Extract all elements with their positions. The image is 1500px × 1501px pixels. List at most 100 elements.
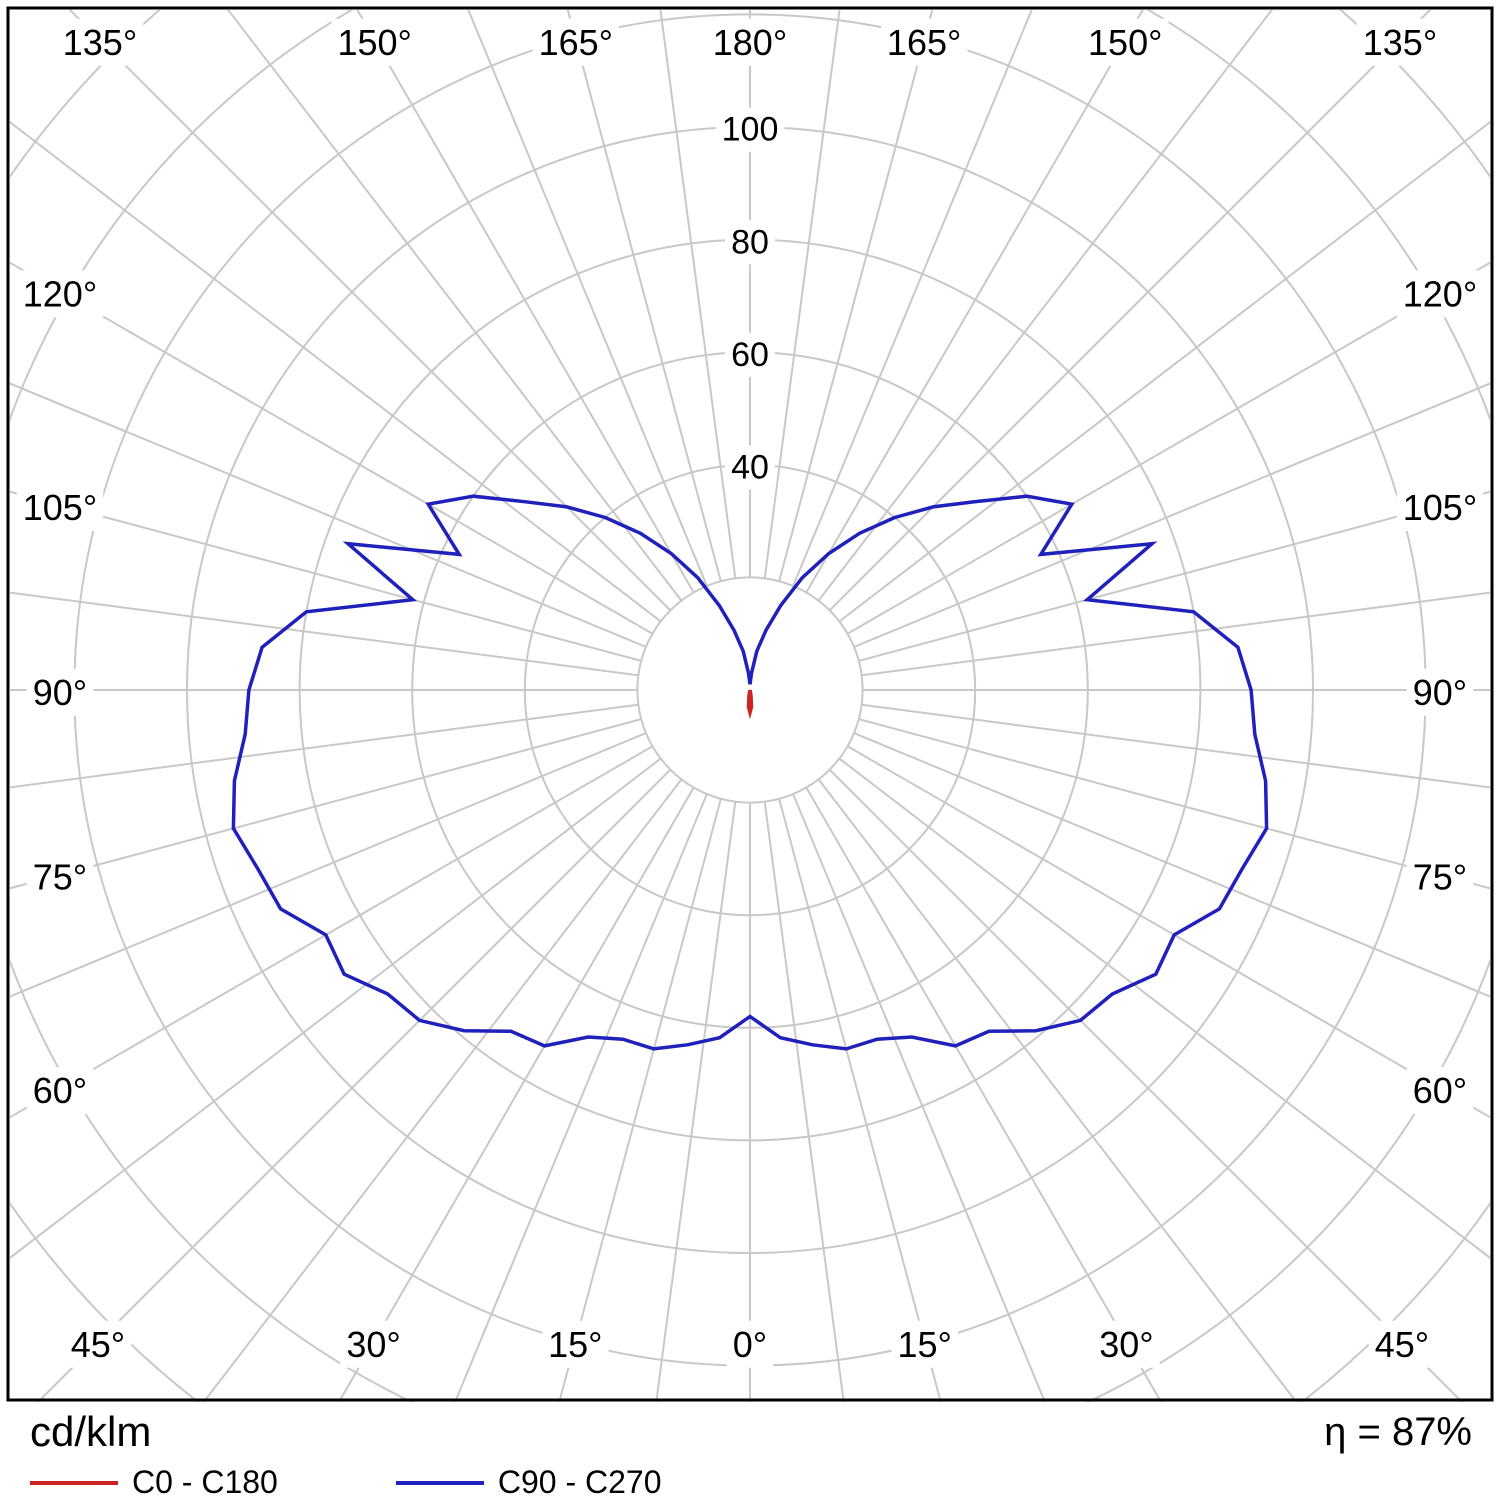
angle-label-150: 150° bbox=[331, 18, 418, 66]
grid-spoke bbox=[861, 703, 1490, 789]
svg-text:45°: 45° bbox=[1375, 1324, 1429, 1365]
angle-label-30: 30° bbox=[340, 1320, 407, 1368]
grid-spoke bbox=[10, 120, 662, 623]
grid-spoke bbox=[763, 10, 841, 579]
grid-spoke bbox=[10, 591, 639, 677]
svg-text:75°: 75° bbox=[1413, 857, 1467, 898]
grid-spoke bbox=[356, 10, 695, 593]
grid-spoke bbox=[566, 10, 722, 582]
angle-label-75: 75° bbox=[1406, 853, 1474, 901]
polar-chart-svg: 0° 15° 15° 30° 30° 45° 45° 60° 60° 75° 75° 90° 90° 10… bbox=[6, 6, 1494, 1402]
svg-text:30°: 30° bbox=[1099, 1324, 1153, 1365]
angle-label-165: 165° bbox=[880, 18, 968, 66]
grid-spoke bbox=[805, 787, 1163, 1402]
angle-label-15: 15° bbox=[542, 1320, 609, 1368]
svg-text:120°: 120° bbox=[1403, 273, 1477, 314]
grid-spoke bbox=[10, 718, 642, 890]
grid-spoke bbox=[10, 261, 653, 635]
grid-spoke bbox=[805, 10, 1144, 593]
svg-text:75°: 75° bbox=[33, 857, 87, 898]
radial-tick-80: 80 bbox=[725, 220, 775, 265]
svg-text:0°: 0° bbox=[733, 1324, 767, 1365]
legend-line-c0-icon bbox=[30, 1480, 118, 1485]
svg-text:135°: 135° bbox=[63, 22, 137, 63]
angle-label-120: 120° bbox=[16, 270, 104, 318]
svg-text:80: 80 bbox=[731, 223, 769, 261]
angle-label-180: 180° bbox=[706, 18, 794, 66]
grid-spoke bbox=[337, 787, 695, 1402]
grid-spoke bbox=[858, 718, 1490, 890]
angle-label-135: 135° bbox=[56, 18, 144, 66]
angle-label-90: 90° bbox=[26, 668, 94, 716]
angle-label-0: 0° bbox=[726, 1320, 774, 1368]
angle-label-90: 90° bbox=[1406, 668, 1474, 716]
svg-text:60°: 60° bbox=[33, 1070, 87, 1111]
grid-spoke bbox=[838, 120, 1490, 623]
legend-label-c90: C90 - C270 bbox=[497, 1464, 662, 1500]
svg-text:165°: 165° bbox=[887, 22, 961, 63]
svg-text:45°: 45° bbox=[71, 1324, 125, 1365]
grid-spoke bbox=[792, 793, 1047, 1402]
grid-spoke bbox=[226, 10, 683, 602]
grid-spoke bbox=[10, 703, 639, 789]
grid-spoke bbox=[858, 490, 1490, 662]
angle-label-15: 15° bbox=[891, 1320, 958, 1368]
grid-spoke bbox=[10, 757, 662, 1260]
grid-spoke bbox=[202, 778, 683, 1402]
grid-spoke bbox=[10, 732, 647, 998]
legend-label-c0: C0 - C180 bbox=[132, 1464, 278, 1500]
svg-text:60°: 60° bbox=[1413, 1070, 1467, 1111]
angle-label-60: 60° bbox=[26, 1067, 94, 1115]
angle-label-120: 120° bbox=[1396, 270, 1484, 318]
grid-spoke bbox=[847, 745, 1490, 1119]
legend: C0 - C180 C90 - C270 bbox=[30, 1464, 661, 1501]
svg-text:105°: 105° bbox=[1403, 487, 1477, 528]
svg-text:15°: 15° bbox=[897, 1324, 951, 1365]
grid-spoke bbox=[853, 732, 1490, 998]
grid-spoke bbox=[847, 261, 1490, 635]
svg-text:100: 100 bbox=[722, 111, 779, 149]
svg-text:150°: 150° bbox=[337, 22, 411, 63]
angle-label-135: 135° bbox=[1356, 18, 1444, 66]
svg-text:60: 60 bbox=[731, 336, 769, 374]
svg-text:40: 40 bbox=[731, 448, 769, 486]
chart-footer: cd/klm η = 87% C0 - C180 C90 - C270 bbox=[0, 1406, 1500, 1500]
angle-label-105: 105° bbox=[16, 483, 104, 531]
grid-spoke bbox=[763, 801, 845, 1402]
radial-tick-60: 60 bbox=[725, 332, 775, 377]
svg-text:90°: 90° bbox=[1413, 672, 1467, 713]
svg-text:165°: 165° bbox=[539, 22, 613, 63]
svg-text:30°: 30° bbox=[346, 1324, 400, 1365]
angle-label-75: 75° bbox=[26, 853, 94, 901]
angle-label-60: 60° bbox=[1406, 1067, 1474, 1115]
radial-tick-100: 100 bbox=[715, 107, 785, 152]
angle-label-150: 150° bbox=[1082, 18, 1169, 66]
svg-text:90°: 90° bbox=[33, 672, 87, 713]
svg-text:105°: 105° bbox=[23, 487, 97, 528]
curve-c90 bbox=[231, 494, 1269, 1051]
grid-spoke bbox=[861, 591, 1490, 677]
curve-c0 bbox=[746, 689, 754, 720]
grid-spoke bbox=[792, 10, 1033, 587]
angle-label-45: 45° bbox=[64, 1320, 132, 1368]
radial-tick-40: 40 bbox=[725, 445, 775, 490]
unit-label: cd/klm bbox=[30, 1408, 152, 1455]
grid-spoke bbox=[853, 382, 1490, 648]
grid-spoke bbox=[10, 382, 647, 648]
legend-line-c90-icon bbox=[395, 1480, 484, 1485]
svg-text:120°: 120° bbox=[23, 273, 97, 314]
grid-spoke bbox=[838, 757, 1490, 1260]
angle-label-165: 165° bbox=[532, 18, 620, 66]
grid-spoke bbox=[10, 490, 642, 662]
svg-text:180°: 180° bbox=[713, 22, 787, 63]
grid-spoke bbox=[778, 798, 942, 1402]
grid-spoke bbox=[10, 745, 653, 1119]
grid-spoke bbox=[655, 801, 737, 1402]
chart-frame bbox=[6, 6, 1494, 1402]
svg-text:15°: 15° bbox=[548, 1324, 602, 1365]
grid-spoke bbox=[778, 10, 934, 582]
polar-photometric-chart: 0° 15° 15° 30° 30° 45° 45° 60° 60° 75° 75° 90° 90° 10… bbox=[6, 6, 1494, 1402]
grid-spoke bbox=[558, 798, 722, 1402]
efficiency-value: η = 87% bbox=[1324, 1410, 1472, 1454]
svg-text:135°: 135° bbox=[1363, 22, 1437, 63]
